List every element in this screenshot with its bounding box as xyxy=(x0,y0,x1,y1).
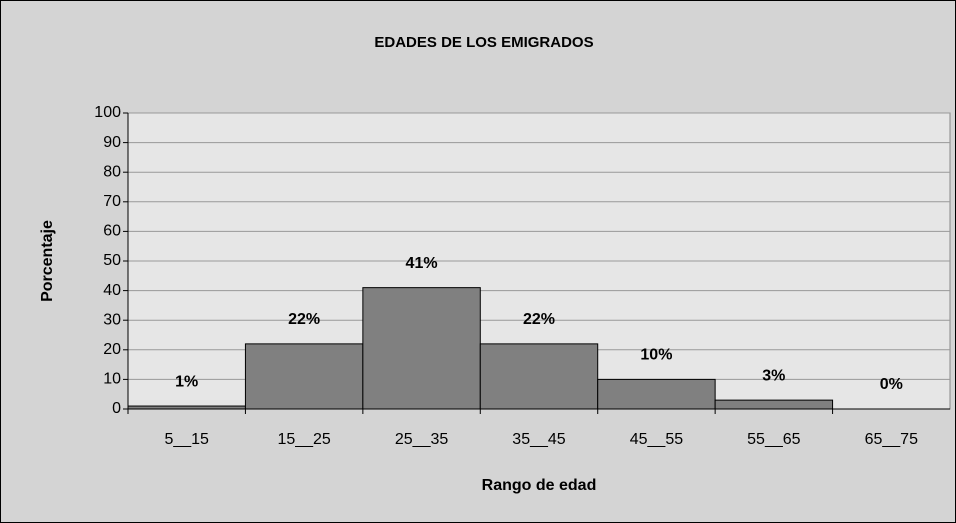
y-axis-label: Porcentaje xyxy=(39,220,56,302)
x-tick-label: 65__75 xyxy=(865,431,918,448)
data-label: 41% xyxy=(406,255,438,272)
y-tick-label: 20 xyxy=(103,341,121,358)
bar xyxy=(597,378,716,410)
data-label: 10% xyxy=(640,347,672,364)
y-tick-label: 50 xyxy=(103,252,121,269)
y-tick-label: 0 xyxy=(112,400,121,417)
data-label: 22% xyxy=(523,311,555,328)
data-label: 1% xyxy=(175,373,198,390)
x-tick-label: 35__45 xyxy=(512,431,565,448)
data-label: 0% xyxy=(880,376,903,393)
y-tick-label: 90 xyxy=(103,134,121,151)
x-tick-label: 45__55 xyxy=(630,431,683,448)
x-axis-label: Rango de edad xyxy=(482,477,597,494)
y-tick-label: 30 xyxy=(103,311,121,328)
y-tick-label: 40 xyxy=(103,282,121,299)
x-tick-label: 5__15 xyxy=(164,431,209,448)
y-tick-label: 10 xyxy=(103,371,121,388)
bar xyxy=(479,343,599,410)
y-tick-label: 80 xyxy=(103,163,121,180)
y-tick-label: 100 xyxy=(94,104,121,121)
data-label: 3% xyxy=(762,367,785,384)
y-tick-label: 60 xyxy=(103,223,121,240)
data-label: 22% xyxy=(288,311,320,328)
bar xyxy=(714,399,834,410)
bar xyxy=(362,287,481,410)
x-tick-label: 55__65 xyxy=(747,431,800,448)
x-tick-label: 25__35 xyxy=(395,431,448,448)
y-tick-label: 70 xyxy=(103,193,121,210)
chart-title: EDADES DE LOS EMIGRADOS xyxy=(374,34,593,51)
x-tick-label: 15__25 xyxy=(277,431,330,448)
bar xyxy=(244,343,364,410)
